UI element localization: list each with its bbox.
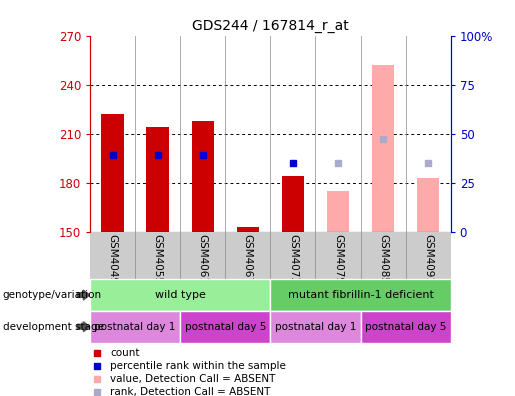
Bar	[360, 311, 451, 343]
Text: GSM4049: GSM4049	[108, 234, 117, 284]
Text: development stage: development stage	[3, 322, 104, 332]
Bar	[282, 176, 304, 232]
Text: mutant fibrillin-1 deficient: mutant fibrillin-1 deficient	[287, 290, 434, 300]
Text: count: count	[110, 348, 140, 358]
Bar	[180, 311, 270, 343]
Text: rank, Detection Call = ABSENT: rank, Detection Call = ABSENT	[110, 387, 270, 396]
Text: postnatal day 5: postnatal day 5	[184, 322, 266, 332]
Bar	[236, 227, 259, 232]
Text: GSM4061: GSM4061	[198, 234, 208, 284]
Bar	[417, 178, 439, 232]
Bar	[270, 279, 451, 311]
Text: postnatal day 1: postnatal day 1	[94, 322, 176, 332]
Text: postnatal day 1: postnatal day 1	[274, 322, 356, 332]
Text: GSM4091: GSM4091	[423, 234, 433, 284]
Bar	[146, 127, 169, 232]
Bar	[192, 120, 214, 232]
Text: GSM4085: GSM4085	[378, 234, 388, 284]
Bar	[327, 191, 349, 232]
Text: GSM4055: GSM4055	[153, 234, 163, 284]
Text: GSM4073: GSM4073	[288, 234, 298, 284]
Bar	[90, 311, 180, 343]
Text: postnatal day 5: postnatal day 5	[365, 322, 447, 332]
Bar	[90, 279, 270, 311]
Text: GSM4067: GSM4067	[243, 234, 253, 284]
Text: value, Detection Call = ABSENT: value, Detection Call = ABSENT	[110, 374, 276, 384]
Text: percentile rank within the sample: percentile rank within the sample	[110, 361, 286, 371]
Bar	[270, 311, 360, 343]
Text: GSM4079: GSM4079	[333, 234, 343, 284]
Bar	[101, 114, 124, 232]
Title: GDS244 / 167814_r_at: GDS244 / 167814_r_at	[192, 19, 349, 33]
Bar	[372, 65, 394, 232]
Text: wild type: wild type	[155, 290, 205, 300]
Text: genotype/variation: genotype/variation	[3, 290, 101, 300]
